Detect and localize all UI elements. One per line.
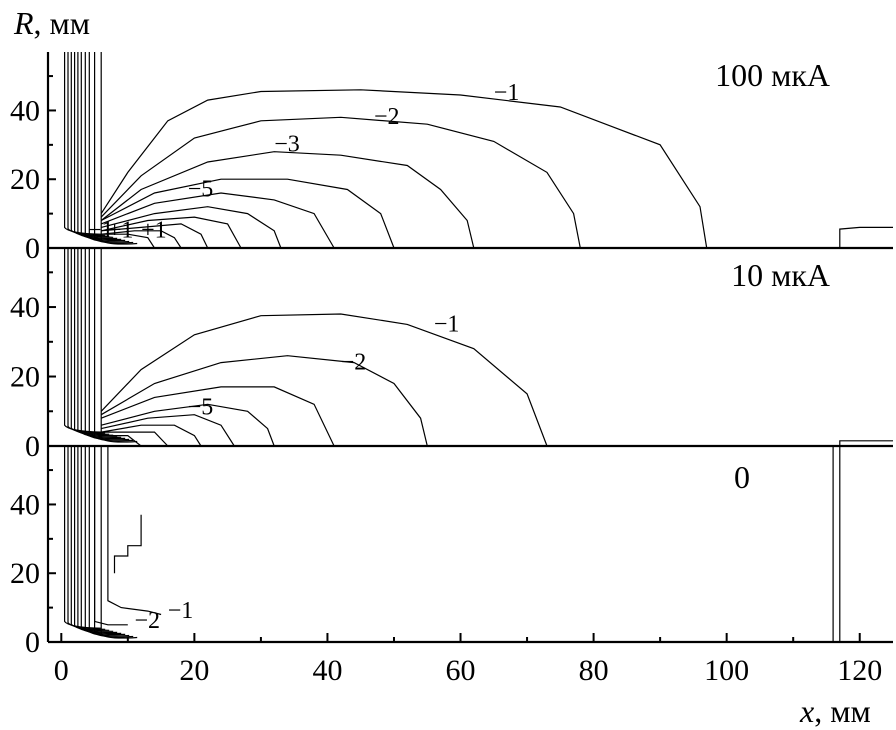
contour-label: −1 (494, 80, 520, 106)
electrode-contour-line (74, 446, 114, 632)
contour-label: −1 (88, 218, 114, 244)
y-tick-label: 20 (10, 361, 40, 394)
electrode-contour-line (77, 52, 118, 240)
y-tick-label: 0 (25, 430, 40, 463)
x-tick-label: 60 (446, 654, 476, 687)
panel-label: 100 мкА (715, 57, 830, 93)
contour-label: −2 (374, 104, 400, 130)
contour-line (100, 192, 335, 249)
x-tick-label: 40 (312, 654, 342, 687)
contour-line (94, 446, 128, 626)
contour-line (100, 151, 475, 249)
contour-line (101, 216, 242, 249)
x-axis-unit: , мм (814, 693, 871, 729)
y-axis-title: R, мм (13, 5, 90, 41)
electrode-contour-line (63, 52, 102, 235)
x-tick-label: 120 (837, 654, 882, 687)
contour-line (100, 355, 428, 447)
x-tick-label: 100 (704, 654, 749, 687)
contour-label: −2 (341, 350, 367, 376)
x-axis: 0 20 40 60 80 100 120 (54, 633, 882, 687)
y-axis-var: R (13, 5, 34, 41)
electrode-contour-line (70, 52, 110, 237)
contour-line (113, 514, 142, 574)
electrode-contour-line (67, 248, 106, 434)
y-tick-label: 40 (10, 488, 40, 521)
contour-line (100, 313, 548, 447)
y-tick-label: 20 (10, 163, 40, 196)
electrode-contours (63, 446, 138, 639)
contour-line (101, 431, 169, 447)
electrode-contour-line (70, 446, 110, 631)
electrode-contour-line (94, 248, 134, 442)
contour-line (101, 206, 282, 249)
contour-line (101, 424, 202, 447)
electrode-contours (63, 52, 138, 245)
y-tick-label: 0 (25, 232, 40, 265)
panel-label: 10 мкА (731, 257, 830, 293)
electrode-contour-line (74, 248, 114, 436)
contour-line (100, 89, 708, 249)
contour-label: −5 (188, 176, 214, 202)
contour-label: −1 (168, 598, 194, 624)
x-tick-label: 0 (54, 654, 69, 687)
contour-label: −1 (434, 311, 460, 337)
contour-label: −3 (274, 132, 300, 158)
x-axis-title: x, мм (799, 693, 871, 729)
contour-line (107, 446, 162, 616)
contour-line (101, 230, 182, 249)
contour-line (101, 233, 156, 249)
contour-line (832, 445, 841, 642)
panel-label: 0 (734, 459, 750, 495)
contour-label: −5 (188, 395, 214, 421)
electrode-contour-line (63, 248, 102, 433)
panel-1: 0 20 40 −1 −2 −5 10 мкА (10, 248, 893, 463)
x-tick-label: 20 (179, 654, 209, 687)
contour-line (100, 116, 581, 249)
contour-line (839, 440, 893, 446)
contour-line (101, 223, 209, 249)
contour-line (101, 414, 235, 447)
x-tick-label: 80 (579, 654, 609, 687)
electrode-contour-line (77, 248, 118, 437)
contour-line (101, 403, 275, 447)
y-tick-label: 0 (25, 626, 40, 659)
contour-label: +1 (108, 218, 134, 244)
electrode-contour-line (100, 248, 138, 443)
y-tick-label: 40 (10, 291, 40, 324)
electrode-contour-line (84, 248, 126, 440)
electrode-contour-line (70, 248, 110, 435)
electrode-contour-line (100, 446, 138, 639)
panel-2: 0 20 40 −2 −1 0 (10, 445, 893, 659)
electrode-contour-line (100, 52, 138, 245)
electrode-contour-line (74, 52, 114, 238)
contour-line (100, 178, 395, 249)
electrode-contour-line (77, 446, 118, 634)
contour-label: +1 (141, 218, 167, 244)
electrode-contour-line (88, 248, 130, 441)
y-tick-label: 20 (10, 557, 40, 590)
y-tick-label: 40 (10, 94, 40, 127)
electrode-contour-line (63, 446, 102, 629)
y-axis-unit: , мм (34, 5, 91, 41)
contour-label: −2 (134, 608, 160, 634)
contour-line (100, 386, 335, 447)
electrode-contour-line (88, 52, 130, 243)
electrode-contour-line (67, 52, 106, 236)
electrode-contours (63, 248, 138, 443)
electrode-contour-line (67, 446, 106, 630)
x-axis-var: x (799, 693, 814, 729)
contour-line (839, 226, 893, 248)
